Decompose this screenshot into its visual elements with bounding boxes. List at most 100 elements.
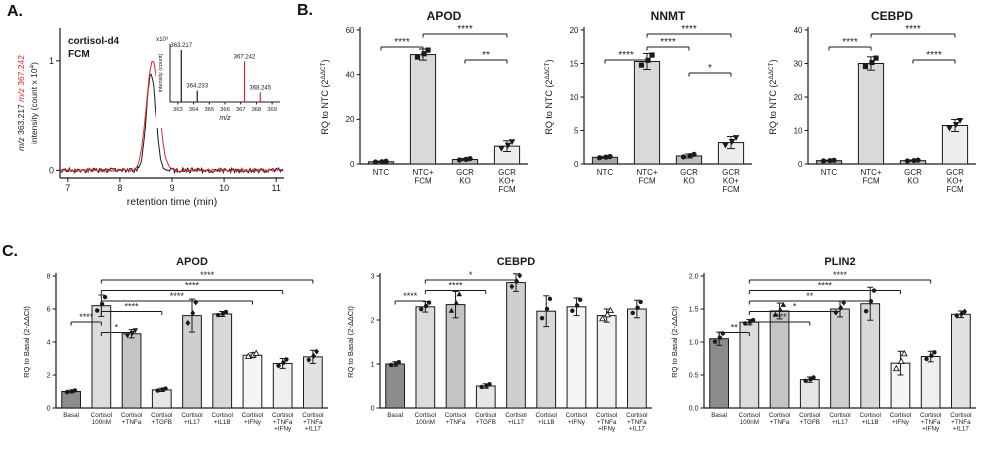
svg-text:363.217: 363.217 <box>170 43 192 49</box>
svg-text:8: 8 <box>117 183 122 193</box>
svg-text:CEBPD: CEBPD <box>497 256 536 268</box>
svg-text:5: 5 <box>574 126 579 135</box>
svg-text:NTC+: NTC+ <box>636 168 657 177</box>
svg-text:+IL1B: +IL1B <box>214 419 231 426</box>
svg-text:0.5: 0.5 <box>689 372 699 379</box>
svg-text:RQ to NTC (2ΔΔCT): RQ to NTC (2ΔΔCT) <box>320 59 330 134</box>
svg-text:+IFNy: +IFNy <box>598 426 616 433</box>
svg-text:RQ to Basal (2-ΔΔCt): RQ to Basal (2-ΔΔCt) <box>22 306 31 378</box>
svg-text:retention time (min): retention time (min) <box>127 196 217 208</box>
svg-text:364: 364 <box>189 107 199 113</box>
svg-text:****: **** <box>905 24 921 35</box>
svg-text:+IL1B: +IL1B <box>862 419 879 426</box>
svg-text:RQ to Basal (2-ΔΔCt): RQ to Basal (2-ΔΔCt) <box>670 306 679 378</box>
svg-text:KO: KO <box>907 177 919 186</box>
svg-text:365: 365 <box>204 107 214 113</box>
svg-text:Cortisol: Cortisol <box>121 412 142 419</box>
panel-c-label: C. <box>2 243 18 260</box>
svg-text:Cortisol: Cortisol <box>302 412 323 419</box>
svg-text:30: 30 <box>794 59 803 68</box>
svg-text:Cortisol: Cortisol <box>950 412 971 419</box>
svg-text:+TNFa: +TNFa <box>627 419 647 426</box>
svg-text:FCM: FCM <box>498 185 516 194</box>
svg-text:m/z 363.217 m/z 367.242: m/z 363.217 m/z 367.242 <box>16 55 26 151</box>
svg-text:0: 0 <box>49 165 54 175</box>
svg-text:+IFNy: +IFNy <box>922 426 940 433</box>
panel-b-charts: APOD RQ to NTC (2ΔΔCT) 0 20 40 60 NTC NTC+ FCM GC… <box>316 6 982 237</box>
svg-text:Cortisol: Cortisol <box>829 412 850 419</box>
svg-text:Basal: Basal <box>387 412 403 419</box>
svg-text:**: ** <box>731 323 739 333</box>
svg-text:Cortisol: Cortisol <box>242 412 263 419</box>
svg-text:Cortisol: Cortisol <box>91 412 112 419</box>
svg-text:RQ to Basal (2-ΔΔCt): RQ to Basal (2-ΔΔCt) <box>346 306 355 378</box>
svg-text:****: **** <box>449 281 464 291</box>
svg-text:+TGFB: +TGFB <box>476 419 496 426</box>
panel-a-label: A. <box>7 3 23 20</box>
svg-text:2: 2 <box>371 317 375 324</box>
svg-text:RQ to NTC (2ΔΔCT): RQ to NTC (2ΔΔCT) <box>768 59 778 134</box>
svg-text:****: **** <box>842 37 858 48</box>
svg-text:0.0: 0.0 <box>689 405 699 412</box>
b-nnmt-chart: NNMT RQ to NTC (2ΔΔCT) 0 5 10 15 20 NTC NTC+ FCM G… <box>540 6 758 237</box>
svg-text:15: 15 <box>570 59 579 68</box>
svg-text:x10³: x10³ <box>156 36 168 43</box>
svg-text:NTC+: NTC+ <box>860 168 881 177</box>
svg-text:NNMT: NNMT <box>651 9 686 23</box>
svg-text:Cortisol: Cortisol <box>415 412 436 419</box>
svg-text:+IFNy: +IFNy <box>244 419 262 426</box>
svg-text:+TNFa: +TNFa <box>446 419 466 426</box>
svg-text:*: * <box>708 63 712 74</box>
svg-text:9: 9 <box>169 183 174 193</box>
svg-text:368: 368 <box>252 107 262 113</box>
svg-text:KO+: KO+ <box>723 177 740 186</box>
svg-text:+IFNy: +IFNy <box>274 426 292 433</box>
svg-text:1: 1 <box>371 361 375 368</box>
svg-text:+TGFB: +TGFB <box>152 419 172 426</box>
svg-text:Cortisol: Cortisol <box>445 412 466 419</box>
svg-text:****: **** <box>185 281 200 291</box>
svg-text:KO+: KO+ <box>499 177 516 186</box>
svg-text:+IFNy: +IFNy <box>892 419 910 426</box>
svg-text:1: 1 <box>49 56 54 66</box>
svg-text:GCR: GCR <box>904 168 922 177</box>
svg-text:Cortisol: Cortisol <box>536 412 557 419</box>
svg-text:****: **** <box>79 312 94 322</box>
svg-text:****: **** <box>200 270 215 280</box>
svg-text:RQ to NTC (2ΔΔCT): RQ to NTC (2ΔΔCT) <box>544 59 554 134</box>
svg-text:+IL17: +IL17 <box>629 426 645 433</box>
c-apod-chart: APOD RQ to Basal (2-ΔΔCt) 0 2 4 6 8 Basal Cortis… <box>20 252 336 457</box>
svg-text:369: 369 <box>267 107 277 113</box>
svg-text:FCM: FCM <box>414 177 432 186</box>
svg-text:****: **** <box>926 50 942 61</box>
svg-text:FCM: FCM <box>68 49 90 60</box>
svg-text:+TNFa: +TNFa <box>273 419 293 426</box>
svg-text:10: 10 <box>794 126 803 135</box>
svg-text:NTC: NTC <box>821 168 838 177</box>
chromatogram-chart: 7 8 9 10 11 0 1 retention time (min) m/z 363.217… <box>10 16 292 237</box>
svg-text:1.0: 1.0 <box>689 339 699 346</box>
svg-text:****: **** <box>660 37 676 48</box>
svg-text:Cortisol: Cortisol <box>860 412 881 419</box>
svg-text:40: 40 <box>794 26 803 35</box>
svg-text:**: ** <box>482 50 490 61</box>
svg-text:*: * <box>793 302 797 312</box>
svg-text:Cortisol: Cortisol <box>272 412 293 419</box>
svg-text:GCR: GCR <box>722 168 740 177</box>
svg-text:100nM: 100nM <box>740 419 759 426</box>
svg-text:Cortisol: Cortisol <box>212 412 233 419</box>
svg-text:NTC: NTC <box>373 168 390 177</box>
svg-text:NTC+: NTC+ <box>412 168 433 177</box>
svg-text:KO: KO <box>683 177 695 186</box>
svg-text:0: 0 <box>350 160 355 169</box>
svg-text:FCM: FCM <box>946 185 964 194</box>
svg-text:Cortisol: Cortisol <box>181 412 202 419</box>
svg-text:****: **** <box>681 24 697 35</box>
svg-text:+TNFa: +TNFa <box>597 419 617 426</box>
svg-text:8: 8 <box>47 273 51 280</box>
svg-text:****: **** <box>818 281 833 291</box>
svg-text:GCR: GCR <box>946 168 964 177</box>
svg-text:4: 4 <box>47 339 51 346</box>
b-cebpd-chart: CEBPD RQ to NTC (2ΔΔCT) 0 10 20 30 40 NTC NTC+ FC… <box>764 6 982 237</box>
svg-text:3: 3 <box>371 273 375 280</box>
